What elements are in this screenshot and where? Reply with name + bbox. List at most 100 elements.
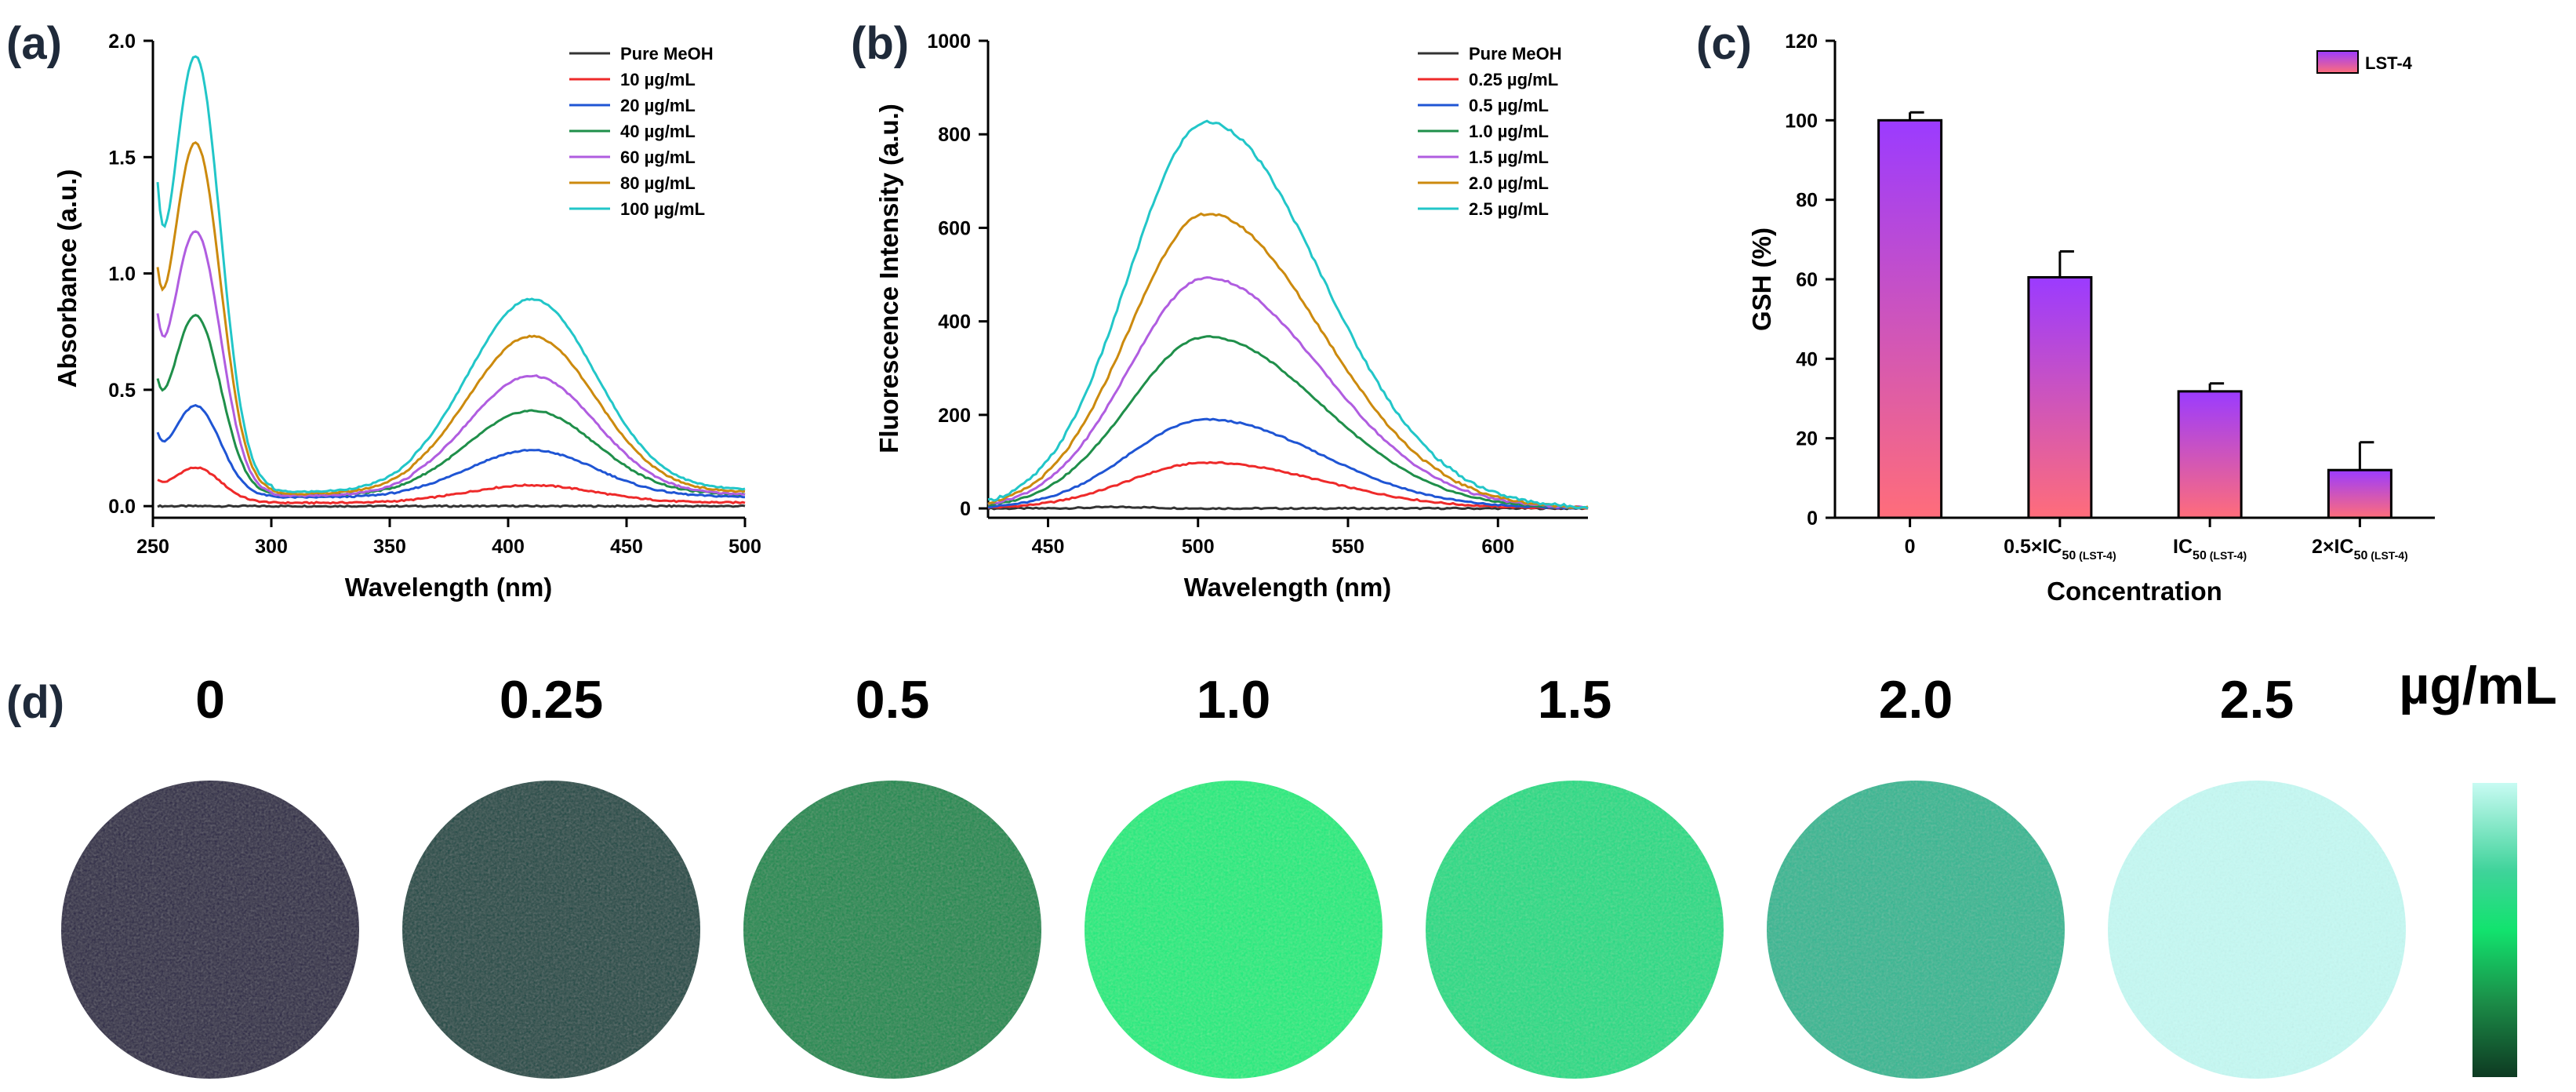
panel-a-series-line xyxy=(156,140,746,496)
panel-b-y-tick-label: 400 xyxy=(938,311,971,333)
panel-d-label: (d) xyxy=(6,677,64,728)
panel-c-y-tick-label: 100 xyxy=(1785,110,1818,132)
panel-b-y-title: Fluorescence Intensity (a.u.) xyxy=(874,104,903,453)
panel-c-x-tick-suffix: (LST-4) xyxy=(2367,549,2407,562)
panel-a-series-line xyxy=(156,230,746,498)
panel-c-y-tick-label: 60 xyxy=(1796,269,1818,291)
panel-d-conc-label: 2.0 xyxy=(1879,670,1953,730)
panel-c-y-tick-label: 0 xyxy=(1807,508,1818,530)
panel-b-series-line xyxy=(987,212,1589,509)
panel-b-x-tick-label: 550 xyxy=(1332,536,1364,558)
panel-b-label: (b) xyxy=(851,18,909,69)
panel-d-samples: 0 0.25 0.5 1.0 1.5 2.0 2.5 xyxy=(61,670,2406,1079)
panel-d-sample-disc xyxy=(402,781,700,1079)
panel-d-conc-label: 0 xyxy=(195,670,225,730)
panel-c-x-tick-sub: 50 xyxy=(2193,549,2207,562)
panel-a-legend-label: 80 µg/mL xyxy=(620,173,696,193)
panel-c-x-tick-suffix: (LST-4) xyxy=(2207,549,2247,562)
panel-c-bars: 0 0.5×IC50 (LST-4) IC50 (LST-4) 2×IC50 (LST… xyxy=(1877,111,2408,562)
panel-a-x-tick-label: 350 xyxy=(373,536,406,558)
panel-c-x-tick-prefix: 0.5×IC xyxy=(2004,536,2062,558)
panel-d-conc-label: 1.0 xyxy=(1197,670,1271,730)
panel-b-fluorescence: (b) 450 500 550 600 0 200 400 600 800 1000 Pure M… xyxy=(851,18,1589,602)
panel-c-y-tick-label: 80 xyxy=(1796,190,1818,212)
panel-c-y-tick-label: 20 xyxy=(1796,428,1818,450)
panel-b-series-line xyxy=(987,505,1589,511)
panel-b-y-tick-label: 0 xyxy=(960,498,971,520)
panel-b-ticks: 450 500 550 600 0 200 400 600 800 1000 xyxy=(927,31,1514,558)
panel-a-legend-label: 100 µg/mL xyxy=(620,199,705,219)
panel-a-legend-label: 40 µg/mL xyxy=(620,122,696,141)
panel-a-y-tick-label: 2.0 xyxy=(108,31,136,53)
panel-c-x-tick-label: 2×IC50 (LST-4) xyxy=(2312,536,2408,562)
panel-c-x-title: Concentration xyxy=(2047,577,2222,606)
panel-d-conc-label: 1.5 xyxy=(1538,670,1612,730)
panel-c-x-tick-suffix: (LST-4) xyxy=(2076,549,2116,562)
panel-c-y-title: GSH (%) xyxy=(1747,228,1776,331)
panel-b-legend-label: 2.5 µg/mL xyxy=(1469,199,1549,219)
panel-c-ticks: 0 20 40 60 80 100 120 xyxy=(1785,31,1835,530)
panel-a-x-tick-label: 450 xyxy=(610,536,643,558)
panel-a-series-lines xyxy=(156,55,746,508)
panel-c-x-tick-label: 0.5×IC50 (LST-4) xyxy=(2004,536,2116,562)
panel-b-series-lines xyxy=(987,119,1589,511)
panel-b-x-tick-label: 600 xyxy=(1481,536,1514,558)
panel-d-unit: µg/mL xyxy=(2399,656,2557,715)
panel-a-y-tick-label: 1.0 xyxy=(108,264,136,286)
panel-b-series-line xyxy=(987,460,1589,510)
panel-c-x-tick-prefix: 2×IC xyxy=(2312,536,2354,558)
panel-d-sample-disc xyxy=(1085,781,1382,1079)
panel-a-legend: Pure MeOH 10 µg/mL 20 µg/mL 40 µg/mL 60 µg/m… xyxy=(569,44,714,219)
panel-b-y-tick-label: 800 xyxy=(938,124,971,146)
panel-b-legend-label: 0.5 µg/mL xyxy=(1469,96,1549,115)
panel-c-bar xyxy=(2177,390,2243,519)
panel-d-sample-disc xyxy=(2108,781,2406,1079)
panel-c-y-tick-label: 40 xyxy=(1796,348,1818,370)
panel-d-color-bar xyxy=(2472,783,2517,1077)
panel-b-legend-label: Pure MeOH xyxy=(1469,44,1562,64)
panel-c-bar xyxy=(1877,118,1943,519)
panel-b-legend-label: 0.25 µg/mL xyxy=(1469,70,1558,89)
panel-b-y-tick-label: 1000 xyxy=(927,31,971,53)
panel-b-series-line xyxy=(987,276,1589,510)
panel-c-x-tick-sub: 50 xyxy=(2062,549,2076,562)
panel-a-y-title: Absorbance (a.u.) xyxy=(53,169,82,388)
panel-b-x-title: Wavelength (nm) xyxy=(1184,573,1392,602)
panel-d-conc-label: 0.5 xyxy=(856,670,930,730)
panel-b-series-line xyxy=(987,335,1589,510)
panel-a-series-line xyxy=(156,313,746,497)
panel-c-x-tick-prefix: IC xyxy=(2173,536,2193,558)
panel-a-x-tick-label: 500 xyxy=(728,536,761,558)
panel-b-legend-label: 2.0 µg/mL xyxy=(1469,173,1549,193)
panel-a-x-tick-label: 400 xyxy=(492,536,525,558)
panel-c-bar xyxy=(2027,275,2093,519)
panel-c-x-tick-label: 0 xyxy=(1905,536,1916,558)
panel-d-sample-disc xyxy=(743,781,1041,1079)
panel-c-y-tick-label: 120 xyxy=(1785,31,1818,53)
panel-a-series-line xyxy=(156,55,746,493)
panel-c-legend-label: LST-4 xyxy=(2365,53,2413,73)
panel-b-y-tick-label: 200 xyxy=(938,405,971,427)
panel-c-x-tick-label: IC50 (LST-4) xyxy=(2173,536,2247,562)
panel-d-sample-disc xyxy=(61,781,359,1079)
panel-a-legend-label: 60 µg/mL xyxy=(620,147,696,167)
panel-a-x-title: Wavelength (nm) xyxy=(345,573,553,602)
panel-a-y-tick-label: 0.5 xyxy=(108,380,136,402)
panel-c-x-tick-prefix: 0 xyxy=(1905,536,1916,558)
panel-a-series-line xyxy=(156,403,746,499)
panel-b-legend-label: 1.0 µg/mL xyxy=(1469,122,1549,141)
panel-c-x-tick-sub: 50 xyxy=(2354,549,2368,562)
panel-a-legend-label: 10 µg/mL xyxy=(620,70,696,89)
panel-d-conc-label: 0.25 xyxy=(500,670,603,730)
panel-d-sample-disc xyxy=(1426,781,1724,1079)
panel-d-conc-label: 2.5 xyxy=(2220,670,2294,730)
panel-b-series-line xyxy=(987,417,1589,510)
panel-a-label: (a) xyxy=(6,18,62,69)
panel-a-x-tick-label: 300 xyxy=(255,536,288,558)
panel-a-series-line xyxy=(157,504,746,508)
panel-c-legend-swatch xyxy=(2316,50,2359,74)
panel-a-x-tick-label: 250 xyxy=(136,536,169,558)
panel-a-ticks: 250 300 350 400 450 500 0.0 0.5 1.0 1.5 2.0 xyxy=(108,31,761,558)
panel-a-y-tick-label: 0.0 xyxy=(108,496,136,518)
